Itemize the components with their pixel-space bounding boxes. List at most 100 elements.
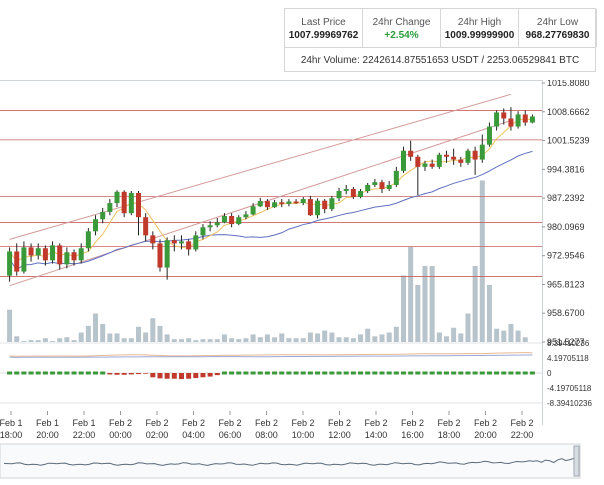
- macd-histogram-bar: [100, 371, 106, 375]
- macd-histogram-bar: [7, 371, 13, 375]
- candle-body: [307, 199, 313, 216]
- low-value: 968.27769830: [525, 30, 590, 41]
- volume-bar: [64, 337, 70, 342]
- volume-bar: [236, 339, 242, 342]
- candle-body: [408, 150, 414, 157]
- macd-histogram-bar: [358, 371, 364, 375]
- macd-histogram-bar: [14, 371, 20, 375]
- macd-histogram-bar: [243, 371, 249, 375]
- macd-histogram-bar: [286, 371, 292, 375]
- volume-bar: [42, 338, 48, 342]
- macd-histogram-bar: [21, 371, 27, 375]
- candle-body: [143, 217, 149, 236]
- volume-bar: [221, 334, 227, 342]
- macd-histogram-bar: [264, 371, 270, 375]
- time-axis-time: 20:00: [36, 430, 59, 440]
- price-chart[interactable]: 1015.8080 1008.6662 1001.5239 994.3816 987.2…: [0, 78, 604, 480]
- volume-bar: [85, 325, 91, 342]
- time-axis-date: Feb 2: [255, 418, 278, 428]
- low-stat: 24hr Low 968.27769830: [519, 9, 597, 47]
- macd-histogram-bar: [522, 371, 528, 375]
- candle-body: [501, 112, 507, 119]
- volume-bar: [28, 340, 34, 342]
- price-axis-label: 994.3816: [547, 164, 585, 174]
- price-axis-label: 1001.5239: [547, 136, 590, 146]
- low-label: 24hr Low: [536, 17, 579, 28]
- volume-bar: [14, 336, 20, 342]
- candle-body: [479, 144, 485, 160]
- chart-svg[interactable]: 1015.8080 1008.6662 1001.5239 994.3816 987.2…: [0, 78, 604, 480]
- candle-body: [358, 191, 364, 198]
- macd-histogram-bar: [164, 373, 170, 379]
- macd-axis-label: -8.39410236: [547, 399, 592, 408]
- candle-body: [422, 163, 428, 167]
- macd-histogram-bar: [322, 371, 328, 375]
- time-axis-time: 22:00: [73, 430, 96, 440]
- macd-histogram-bar: [214, 373, 220, 376]
- macd-histogram-bar: [186, 373, 192, 379]
- candle-body: [7, 251, 13, 276]
- macd-histogram-bar: [121, 373, 127, 375]
- macd-histogram-bar: [515, 371, 521, 375]
- moving-average-fast: [9, 118, 533, 263]
- macd-histogram-bar: [171, 373, 177, 379]
- time-axis-date: Feb 2: [474, 418, 497, 428]
- volume-bar: [400, 275, 407, 342]
- volume-bar: [486, 285, 492, 342]
- macd-histogram-bar: [494, 371, 500, 375]
- candle-body: [85, 231, 91, 249]
- volume-bar: [193, 340, 199, 342]
- time-axis-date: Feb 1: [73, 418, 96, 428]
- candle-body: [121, 191, 127, 214]
- volume-bar: [157, 325, 163, 342]
- candle-body: [458, 159, 464, 163]
- time-axis-time: 18:00: [0, 430, 22, 440]
- macd-histogram-bar: [207, 373, 213, 377]
- candle-body: [100, 211, 106, 220]
- candle-body: [171, 240, 177, 244]
- time-axis-time: 12:00: [328, 430, 351, 440]
- candle-body: [272, 202, 278, 208]
- macd-histogram-bar: [415, 371, 421, 375]
- candle-body: [50, 245, 56, 261]
- candle-body: [28, 247, 34, 256]
- volume-row: 24hr Volume: 2242614.87551653 USDT / 225…: [285, 47, 595, 73]
- macd-histogram-bar: [236, 371, 242, 375]
- time-axis-date: Feb 1: [0, 418, 23, 428]
- macd-histogram-bar: [400, 371, 407, 375]
- candle-body: [128, 193, 134, 214]
- volume-bar: [57, 338, 63, 342]
- volume-bar: [522, 337, 528, 342]
- candle-body: [494, 112, 500, 127]
- volume-bar: [300, 338, 306, 342]
- time-axis-time: 14:00: [365, 430, 388, 440]
- candle-body: [178, 241, 184, 244]
- volume-bar: [250, 334, 256, 342]
- candle-body: [386, 184, 392, 190]
- volume-bar: [171, 339, 177, 342]
- macd-histogram-bar: [393, 371, 399, 375]
- time-axis-date: Feb 2: [109, 418, 132, 428]
- macd-histogram-bar: [458, 371, 464, 375]
- volume-bar: [200, 339, 206, 342]
- volume-bar: [336, 337, 342, 342]
- volume-bar: [78, 332, 84, 342]
- macd-line: [9, 354, 533, 358]
- macd-histogram-bar: [451, 371, 457, 375]
- volume-bar: [186, 338, 192, 342]
- volume-bar: [150, 318, 156, 342]
- volume-bar: [243, 338, 249, 342]
- volume-bar: [458, 333, 464, 342]
- volume-bar: [121, 338, 127, 342]
- candle-body: [443, 154, 449, 157]
- candle-body: [429, 163, 435, 167]
- volume-bar: [257, 337, 263, 342]
- candle-body: [522, 114, 528, 123]
- price-axis-label: 987.2392: [547, 193, 585, 203]
- volume-bar: [365, 328, 371, 342]
- macd-axis-label: 0: [547, 369, 552, 378]
- time-axis-time: 06:00: [219, 430, 242, 440]
- candle-body: [186, 241, 192, 250]
- volume-bar: [272, 337, 278, 342]
- macd-histogram-bar: [42, 371, 48, 375]
